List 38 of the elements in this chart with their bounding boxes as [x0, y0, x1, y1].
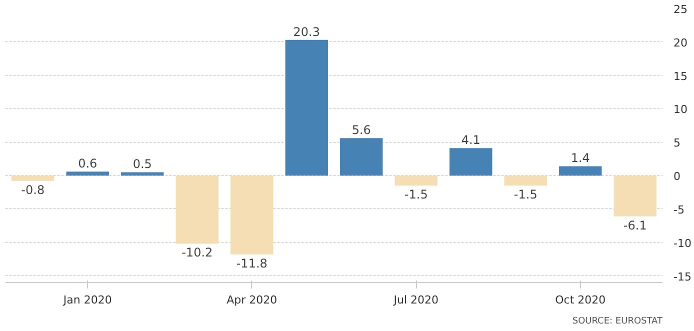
bar: [614, 176, 656, 216]
x-tick-label: Jul 2020: [392, 294, 439, 306]
x-tick-label: Apr 2020: [226, 294, 278, 306]
data-label: -0.8: [21, 182, 45, 197]
x-tick-label: Oct 2020: [555, 294, 606, 306]
bar: [230, 176, 274, 254]
data-label: 5.6: [352, 123, 371, 138]
bar: [66, 172, 109, 176]
y-tick-label: 25: [674, 3, 688, 16]
data-label: -10.2: [182, 246, 213, 260]
bar: [12, 176, 54, 181]
y-tick-label: 10: [674, 103, 688, 116]
data-label: -1.5: [514, 188, 538, 202]
data-label: 0.5: [132, 157, 152, 172]
data-label: -11.8: [236, 256, 268, 270]
y-tick-label: 15: [674, 70, 688, 83]
data-label: -1.5: [404, 188, 428, 202]
bar: [394, 176, 438, 186]
data-label: 1.4: [570, 151, 590, 166]
y-tick-label: -15: [674, 270, 692, 284]
y-tick-label: -10: [674, 236, 692, 250]
x-tick-label: Jan 2020: [62, 294, 112, 306]
bar: [285, 40, 328, 176]
y-tick-label: 20: [674, 36, 688, 50]
data-label: 0.6: [78, 156, 98, 171]
bar: [176, 176, 218, 244]
source-note: SOURCE: EUROSTAT: [572, 316, 663, 326]
bar: [559, 166, 602, 176]
y-tick-label: 0: [674, 170, 680, 184]
data-label: 4.1: [461, 133, 480, 148]
data-label: 20.3: [293, 24, 320, 39]
y-tick-label: -5: [674, 203, 684, 216]
bar: [340, 138, 383, 176]
bar: [121, 172, 164, 176]
y-tick-label: 5: [674, 136, 680, 150]
bar: [504, 176, 547, 186]
bar: [450, 148, 492, 176]
data-label: -6.1: [623, 218, 647, 232]
